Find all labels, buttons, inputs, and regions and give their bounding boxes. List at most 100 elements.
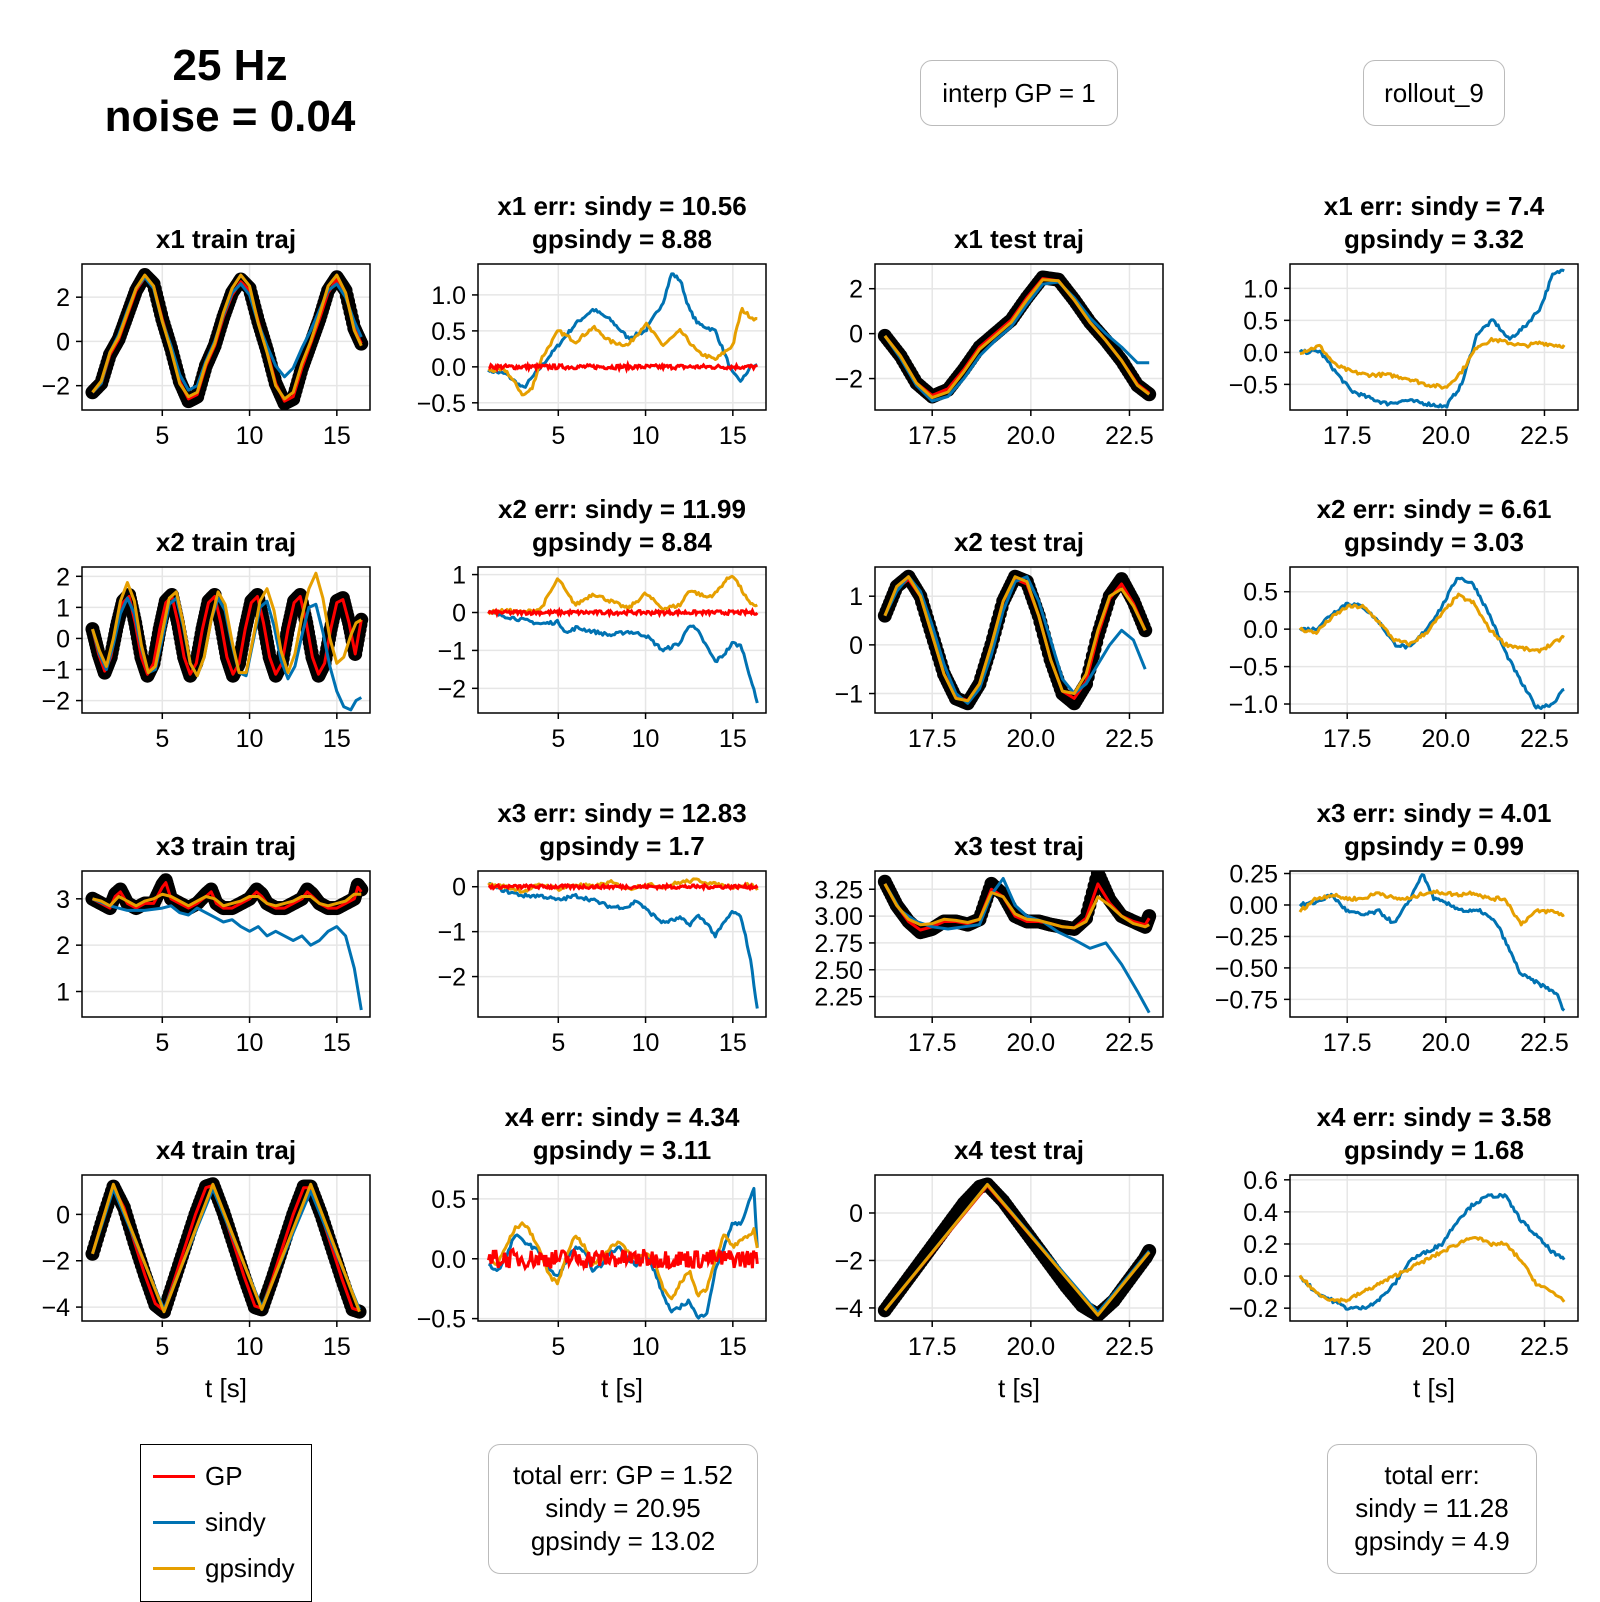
- x-tick-label: 10: [632, 422, 660, 450]
- plot-x3-roll: 17.5 20.0 22.5 −0.75 −0.50 −0.25 0.00 0.25 x3 er…: [1215, 798, 1579, 1057]
- legend-swatch-sindy: [153, 1521, 195, 1524]
- series-group: [85, 1177, 367, 1319]
- plot-frame: [874, 263, 1164, 411]
- y-tick-label: −0.5: [417, 1306, 466, 1334]
- x-tick-label: 5: [155, 422, 169, 450]
- series-group: [877, 871, 1157, 1014]
- y-tick-label: 1: [56, 594, 70, 622]
- series-gp: [487, 881, 759, 892]
- x-tick-label: 10: [236, 422, 264, 450]
- series-gp: [487, 1247, 759, 1272]
- plot-frame: [81, 870, 371, 1018]
- y-tick-label: 1.0: [431, 282, 466, 310]
- x-axis-label: t [s]: [601, 1373, 643, 1403]
- plot-title: x1 test traj: [954, 224, 1084, 254]
- plot-frame: [81, 1174, 371, 1322]
- y-tick-label: −0.5: [1229, 371, 1278, 399]
- series-sindy: [1298, 873, 1566, 1012]
- y-tick-label: 0: [452, 600, 466, 628]
- y-tick-label: −0.5: [417, 390, 466, 418]
- series-gp: [488, 359, 758, 374]
- y-tick-label: −1: [437, 637, 466, 665]
- x-tick-label: 15: [323, 1029, 351, 1057]
- plot-title: x3 err: sindy = 12.83: [497, 798, 746, 828]
- figure-title-line-1: 25 Hz: [172, 41, 288, 90]
- y-tick-label: 0.5: [1243, 579, 1278, 607]
- series-data: [877, 1177, 1157, 1321]
- x-tick-label: 17.5: [1323, 1029, 1372, 1057]
- x-tick-label: 15: [719, 725, 747, 753]
- x-tick-label: 22.5: [1105, 1029, 1154, 1057]
- y-tick-label: −0.2: [1229, 1295, 1278, 1323]
- y-tick-label: 2.75: [814, 930, 863, 958]
- x-tick-label: 20.0: [1421, 1333, 1470, 1361]
- total-err-rollout-line-2: sindy = 11.28: [1355, 1493, 1509, 1523]
- x-axis-label: t [s]: [1413, 1373, 1455, 1403]
- plot-title: x3 test traj: [954, 831, 1084, 861]
- figure-title-line-2: noise = 0.04: [104, 92, 356, 142]
- series-group: [487, 1186, 759, 1320]
- plot-title: x4 err: sindy = 4.34: [505, 1102, 740, 1132]
- series-gpsindy: [91, 273, 363, 401]
- total-err-box-train: total err: GP = 1.52 sindy = 20.95 gpsin…: [488, 1444, 758, 1574]
- plot-frame: [1289, 566, 1579, 714]
- total-err-rollout-line-1: total err:: [1384, 1460, 1480, 1490]
- plot-title: x2 test traj: [954, 527, 1084, 557]
- x-tick-label: 10: [632, 1333, 660, 1361]
- y-tick-label: 3: [56, 886, 70, 914]
- y-tick-label: 0.25: [1229, 861, 1278, 889]
- y-tick-label: −1: [834, 681, 863, 709]
- y-tick-label: 0: [849, 321, 863, 349]
- series-group: [1298, 268, 1566, 409]
- plot-title: gpsindy = 0.99: [1344, 831, 1524, 861]
- series-sindy: [488, 610, 759, 704]
- y-tick-label: −4: [834, 1295, 863, 1323]
- x-tick-label: 17.5: [908, 422, 957, 450]
- x-tick-label: 15: [719, 422, 747, 450]
- y-tick-label: 2: [56, 284, 70, 312]
- y-tick-label: −2: [437, 964, 466, 992]
- x-tick-label: 15: [323, 725, 351, 753]
- legend-label-sindy: sindy: [205, 1507, 266, 1537]
- rollout-label: rollout_9: [1384, 78, 1484, 108]
- y-tick-label: 1.0: [1243, 275, 1278, 303]
- plot-x3-test: 17.5 20.0 22.5 2.252.502.753.003.25 x3 test …: [814, 831, 1164, 1057]
- series-group: [1298, 873, 1566, 1012]
- plot-title: gpsindy = 8.88: [532, 224, 712, 254]
- plot-frame: [477, 1174, 767, 1322]
- series-gpsindy: [883, 883, 1150, 930]
- series-group: [877, 270, 1157, 404]
- plot-title: x2 err: sindy = 6.61: [1317, 494, 1552, 524]
- series-sindy: [1299, 1192, 1566, 1311]
- series-group: [877, 569, 1153, 711]
- interp-gp-label: interp GP = 1: [942, 78, 1096, 108]
- x-tick-label: 5: [155, 1029, 169, 1057]
- plot-title: x4 test traj: [954, 1135, 1084, 1165]
- plot-x4-roll: 17.5 20.0 22.5 −0.2 0.0 0.2 0.4 0.6 x4 err: sind…: [1229, 1102, 1579, 1403]
- y-tick-label: −0.5: [1229, 654, 1278, 682]
- x-tick-label: 15: [719, 1029, 747, 1057]
- figure-title: 25 Hz noise = 0.04: [60, 40, 400, 142]
- x-tick-label: 17.5: [1323, 1333, 1372, 1361]
- x-tick-label: 17.5: [908, 1029, 957, 1057]
- plot-x1-test: 17.5 20.0 22.5 −2 0 2 x1 test traj: [834, 224, 1164, 450]
- series-gpsindy: [1298, 1236, 1566, 1304]
- series-group: [487, 877, 759, 1009]
- plot-x2-roll: 17.5 20.0 22.5 −1.0 −0.5 0.0 0.5 x2 err: sindy …: [1229, 494, 1579, 753]
- x-tick-label: 10: [236, 1333, 264, 1361]
- plot-x4-test: 17.5 20.0 22.5 −4 −2 0 x4 test traj t [s]: [834, 1135, 1164, 1403]
- series-group: [1298, 576, 1565, 710]
- y-tick-label: −0.25: [1215, 923, 1278, 951]
- series-gp: [487, 606, 759, 619]
- plot-x1-train: 5 10 15 −2 0 2 x1 train traj: [41, 224, 371, 450]
- x-tick-label: 22.5: [1520, 422, 1569, 450]
- y-tick-label: 0.0: [1243, 339, 1278, 367]
- series-gpsindy: [1298, 889, 1565, 927]
- plot-title: x4 err: sindy = 3.58: [1317, 1102, 1552, 1132]
- total-err-train-line-3: gpsindy = 13.02: [530, 1526, 716, 1556]
- plot-title: x1 err: sindy = 7.4: [1324, 191, 1545, 221]
- series-data: [85, 1177, 367, 1319]
- y-tick-label: 0: [56, 625, 70, 653]
